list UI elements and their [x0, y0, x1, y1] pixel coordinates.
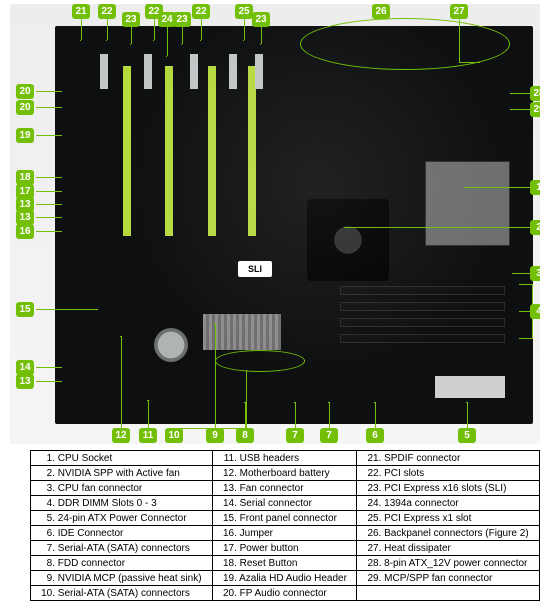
callout-label-9: 9 — [206, 428, 224, 443]
pcie-slot — [123, 66, 131, 236]
callout-label-14: 14 — [16, 360, 34, 375]
callout-label-1: 1 — [530, 180, 540, 195]
callout-label-11: 11 — [139, 428, 157, 443]
callout-label-15: 15 — [16, 302, 34, 317]
callout-label-22: 22 — [192, 4, 210, 19]
legend-cell: 9. NVIDIA MCP (passive heat sink) — [31, 571, 213, 586]
legend-cell: 14. Serial connector — [212, 496, 357, 511]
legend-cell: 18. Reset Button — [212, 556, 357, 571]
legend-cell: 21. SPDIF connector — [357, 451, 540, 466]
legend-table: 1. CPU Socket11. USB headers21. SPDIF co… — [30, 450, 540, 601]
pci-slot — [255, 54, 263, 89]
callout-label-20: 20 — [16, 84, 34, 99]
legend-cell: 23. PCI Express x16 slots (SLI) — [357, 481, 540, 496]
legend-cell: 6. IDE Connector — [31, 526, 213, 541]
legend-cell: 7. Serial-ATA (SATA) connectors — [31, 541, 213, 556]
callout-label-13: 13 — [16, 210, 34, 225]
callout-label-23: 23 — [122, 12, 140, 27]
legend-cell: 2. NVIDIA SPP with Active fan — [31, 466, 213, 481]
callout-label-29: 29 — [530, 102, 540, 117]
legend-cell: 1. CPU Socket — [31, 451, 213, 466]
callout-label-28: 28 — [530, 86, 540, 101]
callout-label-18: 18 — [16, 170, 34, 185]
legend-cell: 27. Heat dissipater — [357, 541, 540, 556]
callout-label-3: 3 — [530, 266, 540, 281]
callout-label-25: 25 — [235, 4, 253, 19]
callout-bracket-4 — [519, 284, 533, 339]
callout-label-12: 12 — [112, 428, 130, 443]
callout-label-27: 27 — [450, 4, 468, 19]
dimm-slot — [340, 334, 505, 343]
pcie-slot — [165, 66, 173, 236]
legend-cell: 4. DDR DIMM Slots 0 - 3 — [31, 496, 213, 511]
callout-label-7: 7 — [320, 428, 338, 443]
legend-cell: 29. MCP/SPP fan connector — [357, 571, 540, 586]
callout-label-7: 7 — [286, 428, 304, 443]
pcie-slot — [208, 66, 216, 236]
legend-cell: 26. Backpanel connectors (Figure 2) — [357, 526, 540, 541]
cpu-socket-block — [425, 161, 510, 246]
callout-label-5: 5 — [458, 428, 476, 443]
callout-label-23: 23 — [173, 12, 191, 27]
legend-cell: 24. 1394a connector — [357, 496, 540, 511]
legend-cell: 25. PCI Express x1 slot — [357, 511, 540, 526]
legend-cell: 17. Power button — [212, 541, 357, 556]
callout-group-10 — [215, 350, 305, 372]
callout-label-2: 2 — [530, 220, 540, 235]
chipset-fan-block — [307, 199, 389, 281]
legend-cell: 15. Front panel connector — [212, 511, 357, 526]
callout-label-22: 22 — [98, 4, 116, 19]
pci-slot — [100, 54, 108, 89]
pcie-slot — [248, 66, 256, 236]
callout-label-8: 8 — [236, 428, 254, 443]
atx24-block — [435, 376, 505, 398]
legend-cell: 13. Fan connector — [212, 481, 357, 496]
legend-cell: 16. Jumper — [212, 526, 357, 541]
callout-label-10: 10 — [165, 428, 183, 443]
legend-cell: 20. FP Audio connector — [212, 586, 357, 601]
legend-cell: 8. FDD connector — [31, 556, 213, 571]
callout-label-13: 13 — [16, 374, 34, 389]
motherboard-photo: SLI 212223222423222523262712111098776520… — [10, 4, 540, 444]
pci-slot — [144, 54, 152, 89]
pci-slot — [190, 54, 198, 89]
sli-badge: SLI — [238, 261, 272, 277]
pci-slot — [229, 54, 237, 89]
cmos-battery-block — [154, 328, 188, 362]
legend-cell: 11. USB headers — [212, 451, 357, 466]
callout-label-23: 23 — [252, 12, 270, 27]
callout-label-6: 6 — [366, 428, 384, 443]
dimm-slot — [340, 318, 505, 327]
callout-label-26: 26 — [372, 4, 390, 19]
legend-cell — [357, 586, 540, 601]
dimm-slot — [340, 302, 505, 311]
legend-cell: 5. 24-pin ATX Power Connector — [31, 511, 213, 526]
legend-cell: 12. Motherboard battery — [212, 466, 357, 481]
callout-group-26 — [300, 18, 510, 70]
dimm-slot — [340, 286, 505, 295]
legend-cell: 22. PCI slots — [357, 466, 540, 481]
callout-label-19: 19 — [16, 128, 34, 143]
legend-cell: 3. CPU fan connector — [31, 481, 213, 496]
callout-label-21: 21 — [72, 4, 90, 19]
legend-cell: 19. Azalia HD Audio Header — [212, 571, 357, 586]
legend-cell: 28. 8-pin ATX_12V power connector — [357, 556, 540, 571]
callout-label-20: 20 — [16, 100, 34, 115]
callout-label-16: 16 — [16, 224, 34, 239]
legend-cell: 10. Serial-ATA (SATA) connectors — [31, 586, 213, 601]
